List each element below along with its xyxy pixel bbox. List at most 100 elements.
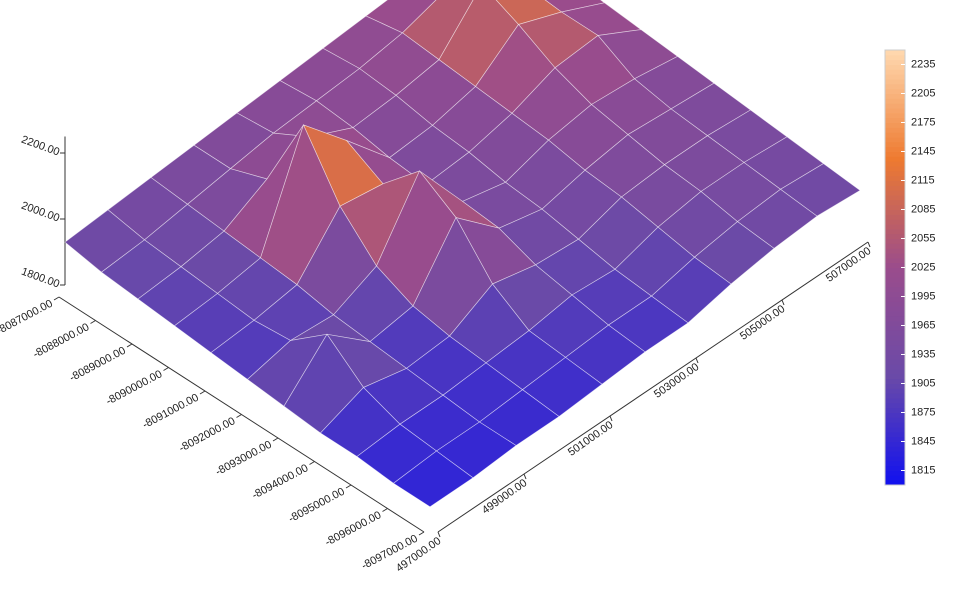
colorbar-swatch <box>885 413 905 418</box>
y-tick <box>54 297 59 300</box>
colorbar-label: 2115 <box>911 174 935 186</box>
colorbar-swatch <box>885 84 905 89</box>
y-tick <box>383 509 388 512</box>
colorbar-swatch <box>885 214 905 219</box>
colorbar-swatch <box>885 161 905 166</box>
colorbar-swatch <box>885 475 905 480</box>
colorbar-label: 2145 <box>911 145 935 157</box>
colorbar-swatch <box>885 272 905 277</box>
y-tick <box>91 321 96 324</box>
colorbar-swatch <box>885 393 905 398</box>
colorbar-swatch <box>885 248 905 253</box>
x-tick-label: 507000.00 <box>824 245 873 285</box>
colorbar-swatch <box>885 311 905 316</box>
x-tick-label: 499000.00 <box>480 477 529 517</box>
colorbar-swatch <box>885 374 905 379</box>
colorbar-swatch <box>885 335 905 340</box>
x-tick <box>524 474 526 479</box>
colorbar-swatch <box>885 166 905 171</box>
x-tick <box>868 242 870 247</box>
x-tick-label: 505000.00 <box>738 303 787 343</box>
colorbar-swatch <box>885 98 905 103</box>
y-tick <box>237 415 242 418</box>
z-tick-label: 1800.00 <box>20 266 61 291</box>
y-tick-label: -8089000.00 <box>68 345 128 385</box>
colorbar-swatch <box>885 316 905 321</box>
colorbar-swatch <box>885 123 905 128</box>
colorbar-swatch <box>885 152 905 157</box>
z-tick-label: 2000.00 <box>20 200 61 225</box>
y-tick <box>127 344 132 347</box>
colorbar-swatch <box>885 79 905 84</box>
colorbar-swatch <box>885 369 905 374</box>
colorbar-swatch <box>885 451 905 456</box>
colorbar-swatch <box>885 142 905 147</box>
colorbar-swatch <box>885 74 905 79</box>
colorbar-swatch <box>885 297 905 302</box>
colorbar-swatch <box>885 113 905 118</box>
colorbar-label: 1995 <box>911 290 935 302</box>
colorbar-swatch <box>885 239 905 244</box>
colorbar-swatch <box>885 340 905 345</box>
x-tick <box>438 532 440 537</box>
colorbar-label: 1935 <box>911 348 935 360</box>
colorbar-swatch <box>885 403 905 408</box>
colorbar-swatch <box>885 69 905 74</box>
colorbar-swatch <box>885 355 905 360</box>
colorbar-swatch <box>885 277 905 282</box>
colorbar-swatch <box>885 127 905 132</box>
y-tick-label: -8095000.00 <box>287 486 347 526</box>
colorbar-swatch <box>885 258 905 263</box>
colorbar-swatch <box>885 200 905 205</box>
y-tick-label: -8091000.00 <box>141 392 201 432</box>
x-tick-label: 503000.00 <box>652 361 701 401</box>
colorbar-swatch <box>885 417 905 422</box>
x-tick <box>696 358 698 363</box>
y-tick <box>164 368 169 371</box>
colorbar-label: 2175 <box>911 116 935 128</box>
colorbar-swatch <box>885 287 905 292</box>
colorbar-swatch <box>885 442 905 447</box>
colorbar-swatch <box>885 461 905 466</box>
colorbar-swatch <box>885 432 905 437</box>
colorbar-label: 2055 <box>911 232 935 244</box>
chart: -8087000.00-8088000.00-8089000.00-809000… <box>0 0 960 592</box>
colorbar-swatch <box>885 345 905 350</box>
x-tick <box>610 416 612 421</box>
colorbar-swatch <box>885 181 905 186</box>
colorbar-swatch <box>885 301 905 306</box>
colorbar-swatch <box>885 364 905 369</box>
y-tick-label: -8093000.00 <box>214 439 274 479</box>
colorbar-swatch <box>885 55 905 60</box>
colorbar-swatch <box>885 282 905 287</box>
colorbar-swatch <box>885 156 905 161</box>
y-tick <box>273 438 278 441</box>
colorbar-swatch <box>885 471 905 476</box>
colorbar-swatch <box>885 268 905 273</box>
colorbar-label: 2085 <box>911 203 935 215</box>
colorbar-swatch <box>885 171 905 176</box>
y-tick-label: -8088000.00 <box>31 321 91 361</box>
y-tick-label: -8090000.00 <box>104 368 164 408</box>
colorbar-swatch <box>885 359 905 364</box>
colorbar-swatch <box>885 326 905 331</box>
y-tick-label: -8087000.00 <box>0 298 55 338</box>
y-tick <box>200 391 205 394</box>
colorbar-swatch <box>885 384 905 389</box>
colorbar-swatch <box>885 65 905 70</box>
colorbar-label: 1875 <box>911 406 935 418</box>
z-tick-label: 2200.00 <box>20 134 61 159</box>
colorbar-swatch <box>885 132 905 137</box>
surface <box>65 0 860 507</box>
colorbar-swatch <box>885 253 905 258</box>
colorbar-swatch <box>885 185 905 190</box>
colorbar-swatch <box>885 108 905 113</box>
colorbar-swatch <box>885 243 905 248</box>
y-tick-label: -8094000.00 <box>250 462 310 502</box>
colorbar-swatch <box>885 137 905 142</box>
colorbar-swatch <box>885 306 905 311</box>
colorbar-label: 1815 <box>911 464 935 476</box>
colorbar-swatch <box>885 330 905 335</box>
colorbar-label: 1905 <box>911 377 935 389</box>
colorbar-label: 2205 <box>911 87 935 99</box>
